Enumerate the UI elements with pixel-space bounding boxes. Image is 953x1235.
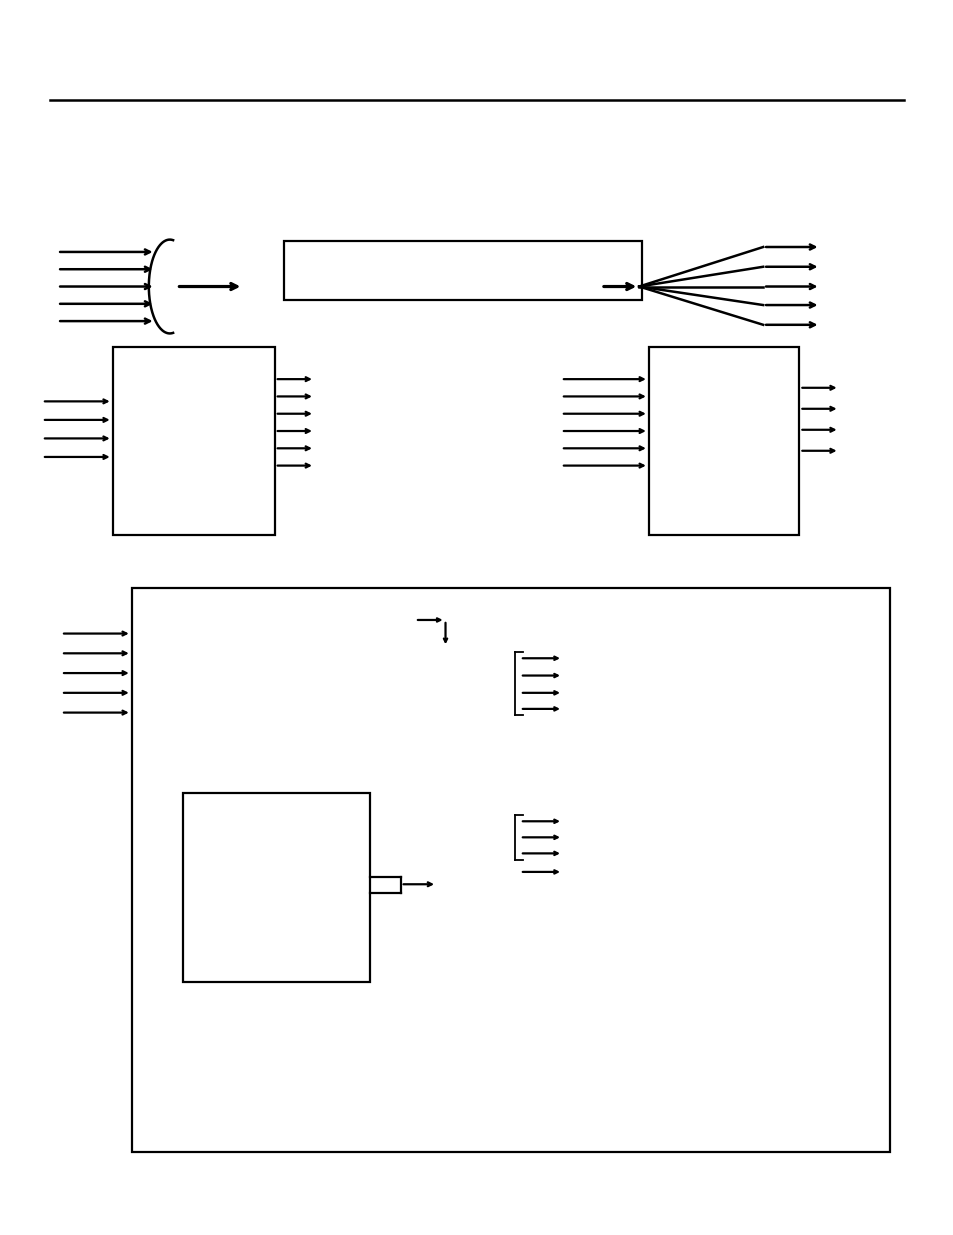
Bar [112,347,274,535]
Bar [648,347,799,535]
Bar [284,241,641,300]
Bar [183,793,370,982]
Bar [132,588,889,1152]
